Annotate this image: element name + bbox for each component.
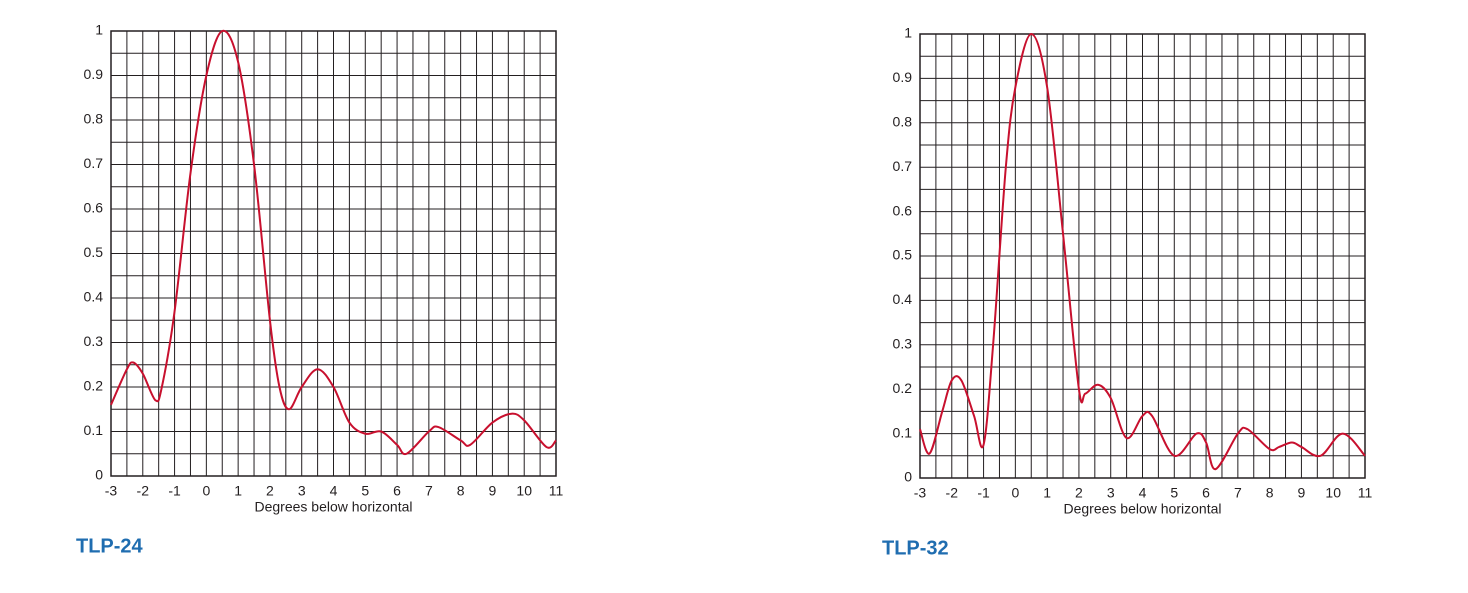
x-tick-label: 6	[393, 483, 401, 499]
x-tick-label: 4	[330, 483, 338, 499]
x-tick-label: 11	[1358, 485, 1373, 501]
y-tick-label: 0.3	[84, 333, 104, 349]
x-tick-label: 0	[1011, 485, 1019, 501]
x-tick-label: 9	[489, 483, 497, 499]
y-tick-label: 0.6	[84, 200, 104, 216]
y-tick-label: 0.6	[893, 202, 913, 218]
x-tick-label: -1	[977, 485, 990, 501]
x-tick-label: 7	[425, 483, 433, 499]
plot-frame	[919, 33, 1366, 479]
y-tick-label: 1	[904, 25, 912, 41]
x-tick-label: 6	[1202, 485, 1210, 501]
x-tick-label: 3	[298, 483, 306, 499]
y-tick-label: 0.4	[893, 291, 913, 307]
y-tick-label: 0.9	[84, 66, 104, 82]
y-tick-label: 0.2	[893, 380, 913, 396]
x-tick-label: 8	[1266, 485, 1274, 501]
chart-title: TLP-24	[76, 535, 144, 557]
x-tick-label: 2	[1075, 485, 1083, 501]
y-tick-label: 0.8	[84, 111, 104, 127]
line	[110, 29, 557, 456]
y-tick-label: 0.2	[84, 378, 104, 394]
x-axis-label: Degrees below horizontal	[255, 499, 413, 515]
x-tick-label: -1	[168, 483, 181, 499]
x-tick-label: -2	[137, 483, 150, 499]
x-tick-label: 2	[266, 483, 274, 499]
plot-frame	[110, 30, 557, 477]
x-tick-label: 9	[1298, 485, 1306, 501]
x-tick-label: 5	[361, 483, 369, 499]
x-tick-label: -2	[946, 485, 959, 501]
x-tick-label: 0	[202, 483, 210, 499]
y-tick-label: 0.8	[893, 114, 913, 130]
y-tick-label: 0.4	[84, 289, 104, 305]
x-tick-label: -3	[105, 483, 118, 499]
y-tick-label: 0.3	[893, 336, 913, 352]
chart-title: TLP-32	[882, 537, 949, 559]
y-tick-label: 1	[95, 22, 103, 38]
y-tick-label: 0.1	[84, 422, 104, 438]
y-tick-label: 0	[95, 467, 103, 483]
y-tick-label: 0.9	[893, 69, 913, 85]
x-tick-label: 7	[1234, 485, 1242, 501]
x-axis-label: Degrees below horizontal	[1064, 501, 1222, 517]
x-tick-label: 1	[234, 483, 242, 499]
y-tick-label: 0	[904, 469, 912, 485]
x-tick-label: 4	[1139, 485, 1147, 501]
y-tick-label: 0.7	[893, 158, 913, 174]
x-tick-label: 10	[1325, 485, 1341, 501]
x-tick-label: 5	[1170, 485, 1178, 501]
y-tick-label: 0.1	[893, 424, 913, 440]
x-tick-label: 11	[549, 483, 564, 499]
x-tick-label: -3	[914, 485, 927, 501]
x-tick-label: 10	[516, 483, 532, 499]
line	[919, 32, 1366, 471]
x-tick-label: 8	[457, 483, 465, 499]
x-tick-label: 1	[1043, 485, 1051, 501]
y-tick-label: 0.5	[893, 247, 913, 263]
y-tick-label: 0.7	[84, 155, 104, 171]
x-tick-label: 3	[1107, 485, 1115, 501]
y-tick-label: 0.5	[84, 244, 104, 260]
